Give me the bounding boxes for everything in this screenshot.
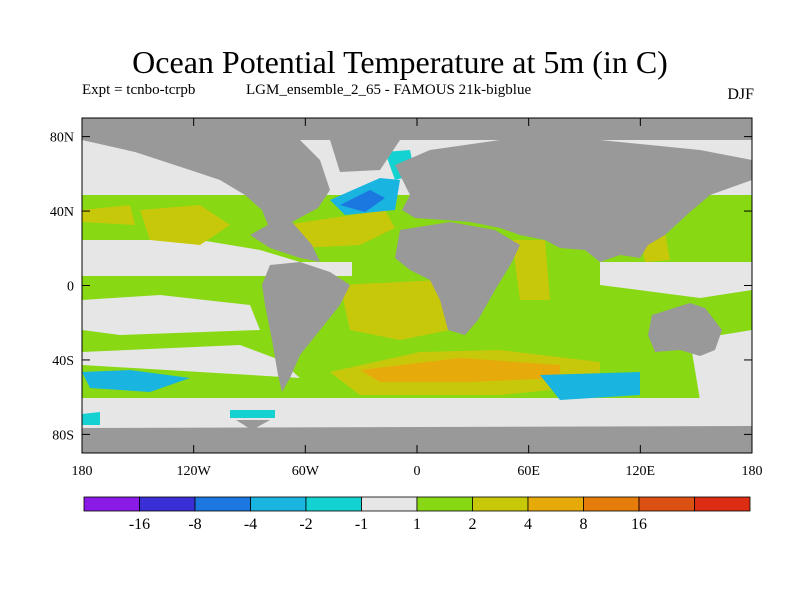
anomaly-yellow-southatlantic	[340, 280, 450, 340]
colorbar-swatch	[250, 496, 307, 512]
map-field	[82, 118, 752, 453]
latitude-ticks: 80N 40N 0 40S 80S	[50, 131, 752, 443]
anomaly-yellow-northatlantic	[285, 210, 395, 248]
anomaly-white-southpacific	[82, 295, 260, 335]
colorbar-label: 16	[631, 516, 647, 533]
lat-tick-label: 0	[67, 280, 74, 295]
anomaly-yellow-westedge	[82, 205, 135, 225]
anomaly-blue-northatlantic	[340, 190, 385, 212]
colorbar-swatch	[583, 496, 640, 512]
lon-tick-label: 180	[72, 464, 93, 479]
colorbar-swatch	[83, 496, 140, 512]
colorbar-label: -8	[188, 516, 201, 533]
colorbar-label: -4	[244, 516, 257, 533]
run-label: LGM_ensemble_2_65 - FAMOUS 21k-bigblue	[246, 82, 532, 98]
colorbar-label: 4	[524, 516, 532, 533]
colorbar-swatch	[361, 496, 418, 512]
experiment-label: Expt = tcnbo-tcrpb	[82, 82, 196, 98]
anomaly-yellow-northpacific	[140, 205, 230, 245]
colorbar: -16 -8 -4 -2 -1 1 2 4 8 16	[83, 496, 751, 533]
anomaly-cyan-southpacific	[82, 370, 190, 392]
colorbar-swatch	[638, 496, 695, 512]
lat-tick-label: 80S	[52, 428, 74, 443]
colorbar-label: 1	[413, 516, 421, 533]
colorbar-swatch	[194, 496, 251, 512]
longitude-ticks: 180 120W 60W 0 60E 120E 180	[72, 118, 763, 479]
colorbar-label: -1	[355, 516, 368, 533]
season-label: DJF	[727, 86, 754, 103]
colorbar-swatch	[416, 496, 473, 512]
colorbar-swatch	[305, 496, 362, 512]
colorbar-label: -16	[129, 516, 150, 533]
anomaly-white-westpacific	[600, 262, 752, 298]
lat-tick-label: 80N	[50, 131, 74, 146]
lon-tick-label: 180	[742, 464, 763, 479]
anomaly-cyan-southindian	[540, 372, 640, 400]
anomaly-cyan-ross	[82, 412, 100, 425]
colorbar-swatch	[472, 496, 529, 512]
colorbar-swatch	[139, 496, 196, 512]
anomaly-yellow-arabiansea	[512, 240, 550, 300]
anomaly-orange-southern	[360, 358, 560, 382]
lon-tick-label: 60W	[292, 464, 320, 479]
lat-tick-label: 40S	[52, 354, 74, 369]
colorbar-swatch	[694, 496, 751, 512]
colorbar-label: 8	[580, 516, 588, 533]
lon-tick-label: 120W	[177, 464, 212, 479]
land	[82, 118, 752, 453]
colorbar-label: -2	[299, 516, 312, 533]
colorbar-label: 2	[469, 516, 477, 533]
lat-tick-label: 40N	[50, 205, 74, 220]
map-title: Ocean Potential Temperature at 5m (in C)	[132, 44, 668, 80]
lon-tick-label: 60E	[517, 464, 540, 479]
lon-tick-label: 0	[414, 464, 421, 479]
lon-tick-label: 120E	[626, 464, 656, 479]
colorbar-swatch	[527, 496, 584, 512]
anomaly-cyan-drake	[230, 410, 275, 418]
anomaly-white-south	[82, 345, 300, 378]
